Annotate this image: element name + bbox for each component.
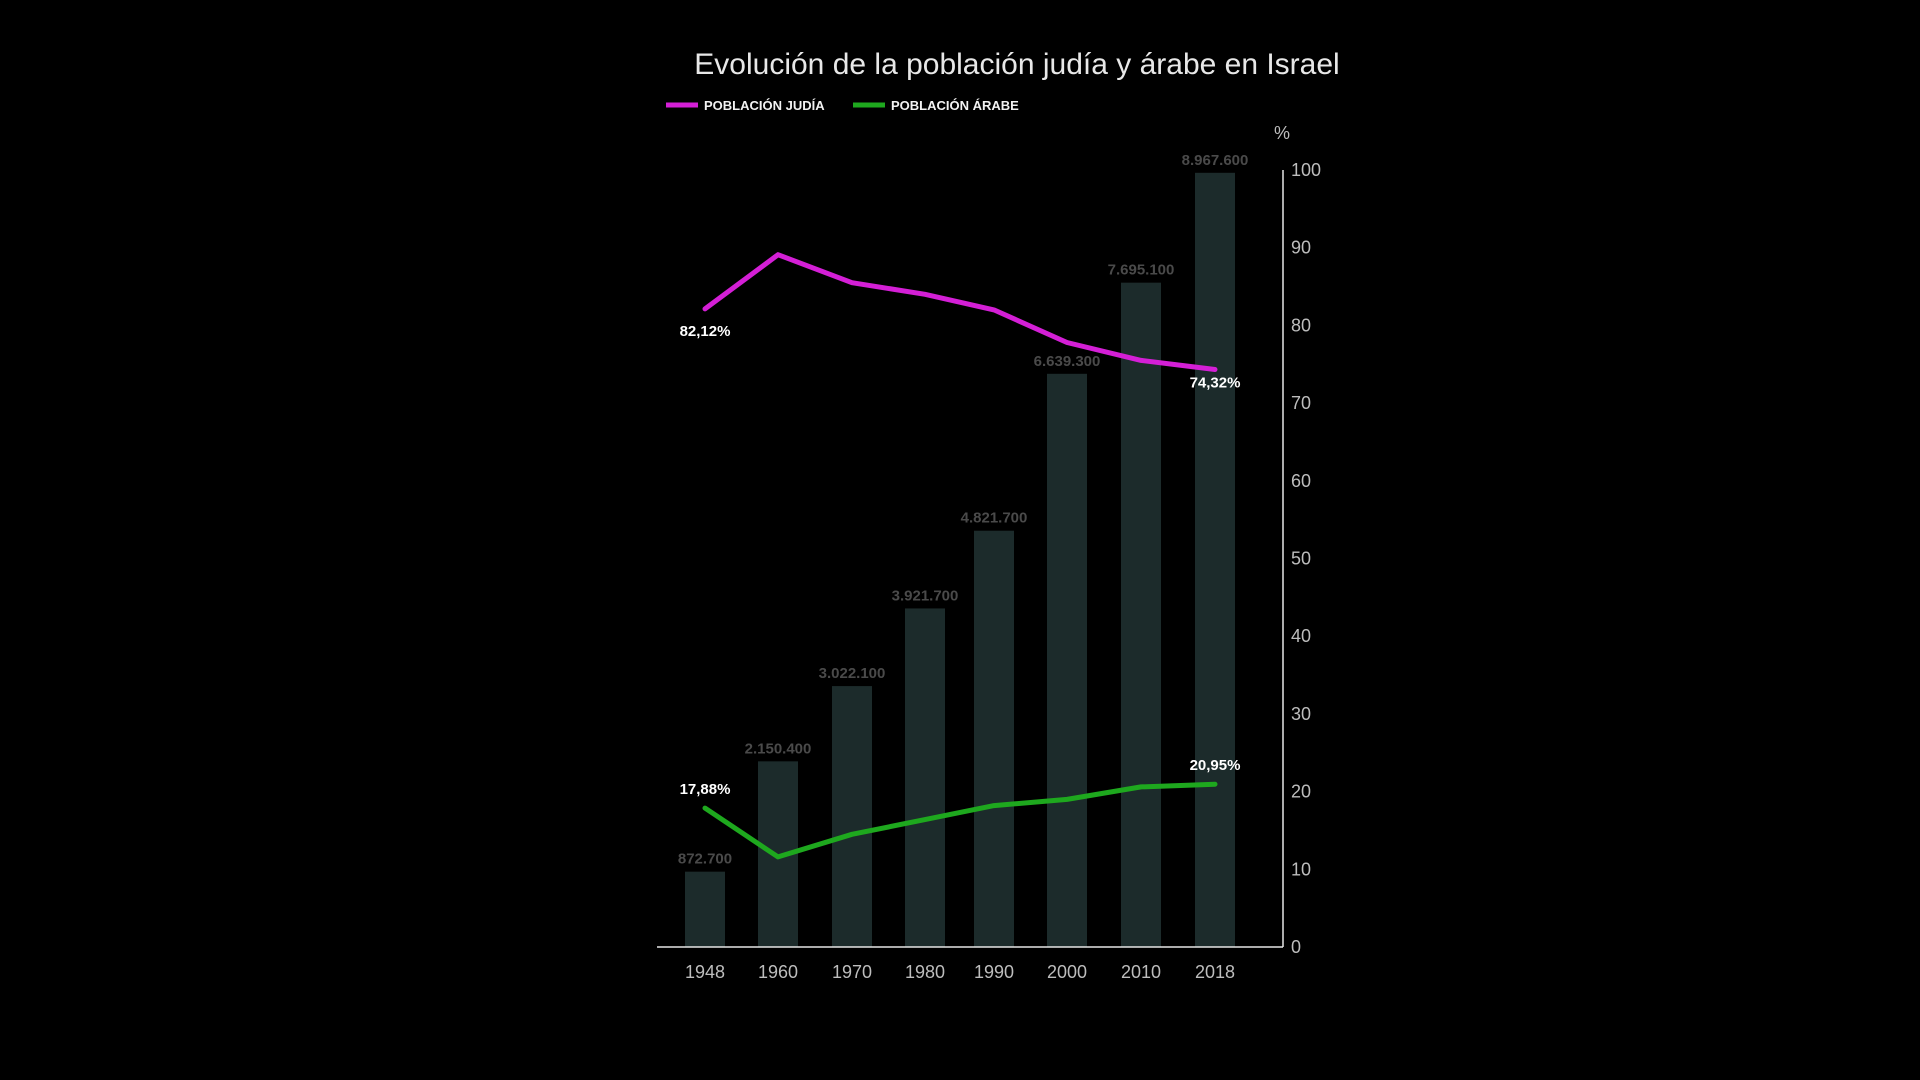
x-tick-2000: 2000 xyxy=(1047,962,1087,982)
bar-1990 xyxy=(974,530,1014,947)
bar-value-label-2010: 7.695.100 xyxy=(1108,262,1175,279)
legend: POBLACIÓN JUDÍA POBLACIÓN ÁRABE xyxy=(666,98,1019,113)
y-tick-80: 80 xyxy=(1291,315,1311,335)
series-lines xyxy=(702,252,1218,860)
bar-1980 xyxy=(905,608,945,947)
bar-labels: 872.700 2.150.400 3.022.100 3.921.700 4.821.… xyxy=(678,152,1248,868)
y-tick-20: 20 xyxy=(1291,782,1311,802)
legend-label-arab: POBLACIÓN ÁRABE xyxy=(891,98,1019,113)
point-label-arab-1948: 17,88% xyxy=(680,781,731,798)
x-tick-1990: 1990 xyxy=(974,962,1014,982)
legend-label-jewish: POBLACIÓN JUDÍA xyxy=(704,98,825,113)
bar-2018 xyxy=(1195,172,1235,948)
bar-value-label-1980: 3.921.700 xyxy=(892,587,959,604)
y-axis-unit: % xyxy=(1274,123,1290,143)
y-tick-50: 50 xyxy=(1291,549,1311,569)
bar-1970 xyxy=(832,686,872,947)
series-line-jewish xyxy=(702,252,1218,372)
chart-title: Evolución de la población judía y árabe … xyxy=(694,48,1339,81)
x-tick-2010: 2010 xyxy=(1121,962,1161,982)
point-label-jewish-1948: 82,12% xyxy=(680,323,731,340)
series-line-arab xyxy=(702,781,1218,860)
bar-value-label-1960: 2.150.400 xyxy=(745,740,812,757)
bar-2000 xyxy=(1047,373,1087,947)
bar-1948 xyxy=(685,871,725,947)
y-tick-30: 30 xyxy=(1291,704,1311,724)
y-tick-40: 40 xyxy=(1291,626,1311,646)
bar-value-label-2000: 6.639.300 xyxy=(1034,353,1101,370)
point-label-arab-2018: 20,95% xyxy=(1190,757,1241,774)
x-tick-labels: 1948 1960 1970 1980 1990 2000 2010 2018 xyxy=(685,962,1235,982)
x-tick-1980: 1980 xyxy=(905,962,945,982)
point-label-jewish-2018: 74,32% xyxy=(1190,375,1241,392)
point-labels: 82,12% 74,32% 17,88% 20,95% xyxy=(680,323,1241,798)
y-tick-labels: 0 10 20 30 40 50 60 70 80 90 100 xyxy=(1291,160,1321,957)
y-tick-100: 100 xyxy=(1291,160,1321,180)
bar-2010 xyxy=(1121,282,1161,947)
bars xyxy=(685,172,1235,948)
x-tick-1970: 1970 xyxy=(832,962,872,982)
y-tick-60: 60 xyxy=(1291,471,1311,491)
y-tick-10: 10 xyxy=(1291,859,1311,879)
bar-value-label-1990: 4.821.700 xyxy=(961,510,1028,527)
y-tick-0: 0 xyxy=(1291,937,1301,957)
y-tick-90: 90 xyxy=(1291,238,1311,258)
x-tick-1960: 1960 xyxy=(758,962,798,982)
bar-value-label-1948: 872.700 xyxy=(678,851,732,868)
x-tick-2018: 2018 xyxy=(1195,962,1235,982)
y-tick-70: 70 xyxy=(1291,393,1311,413)
bar-value-label-2018: 8.967.600 xyxy=(1182,152,1249,169)
x-tick-1948: 1948 xyxy=(685,962,725,982)
bar-value-label-1970: 3.022.100 xyxy=(819,665,886,682)
